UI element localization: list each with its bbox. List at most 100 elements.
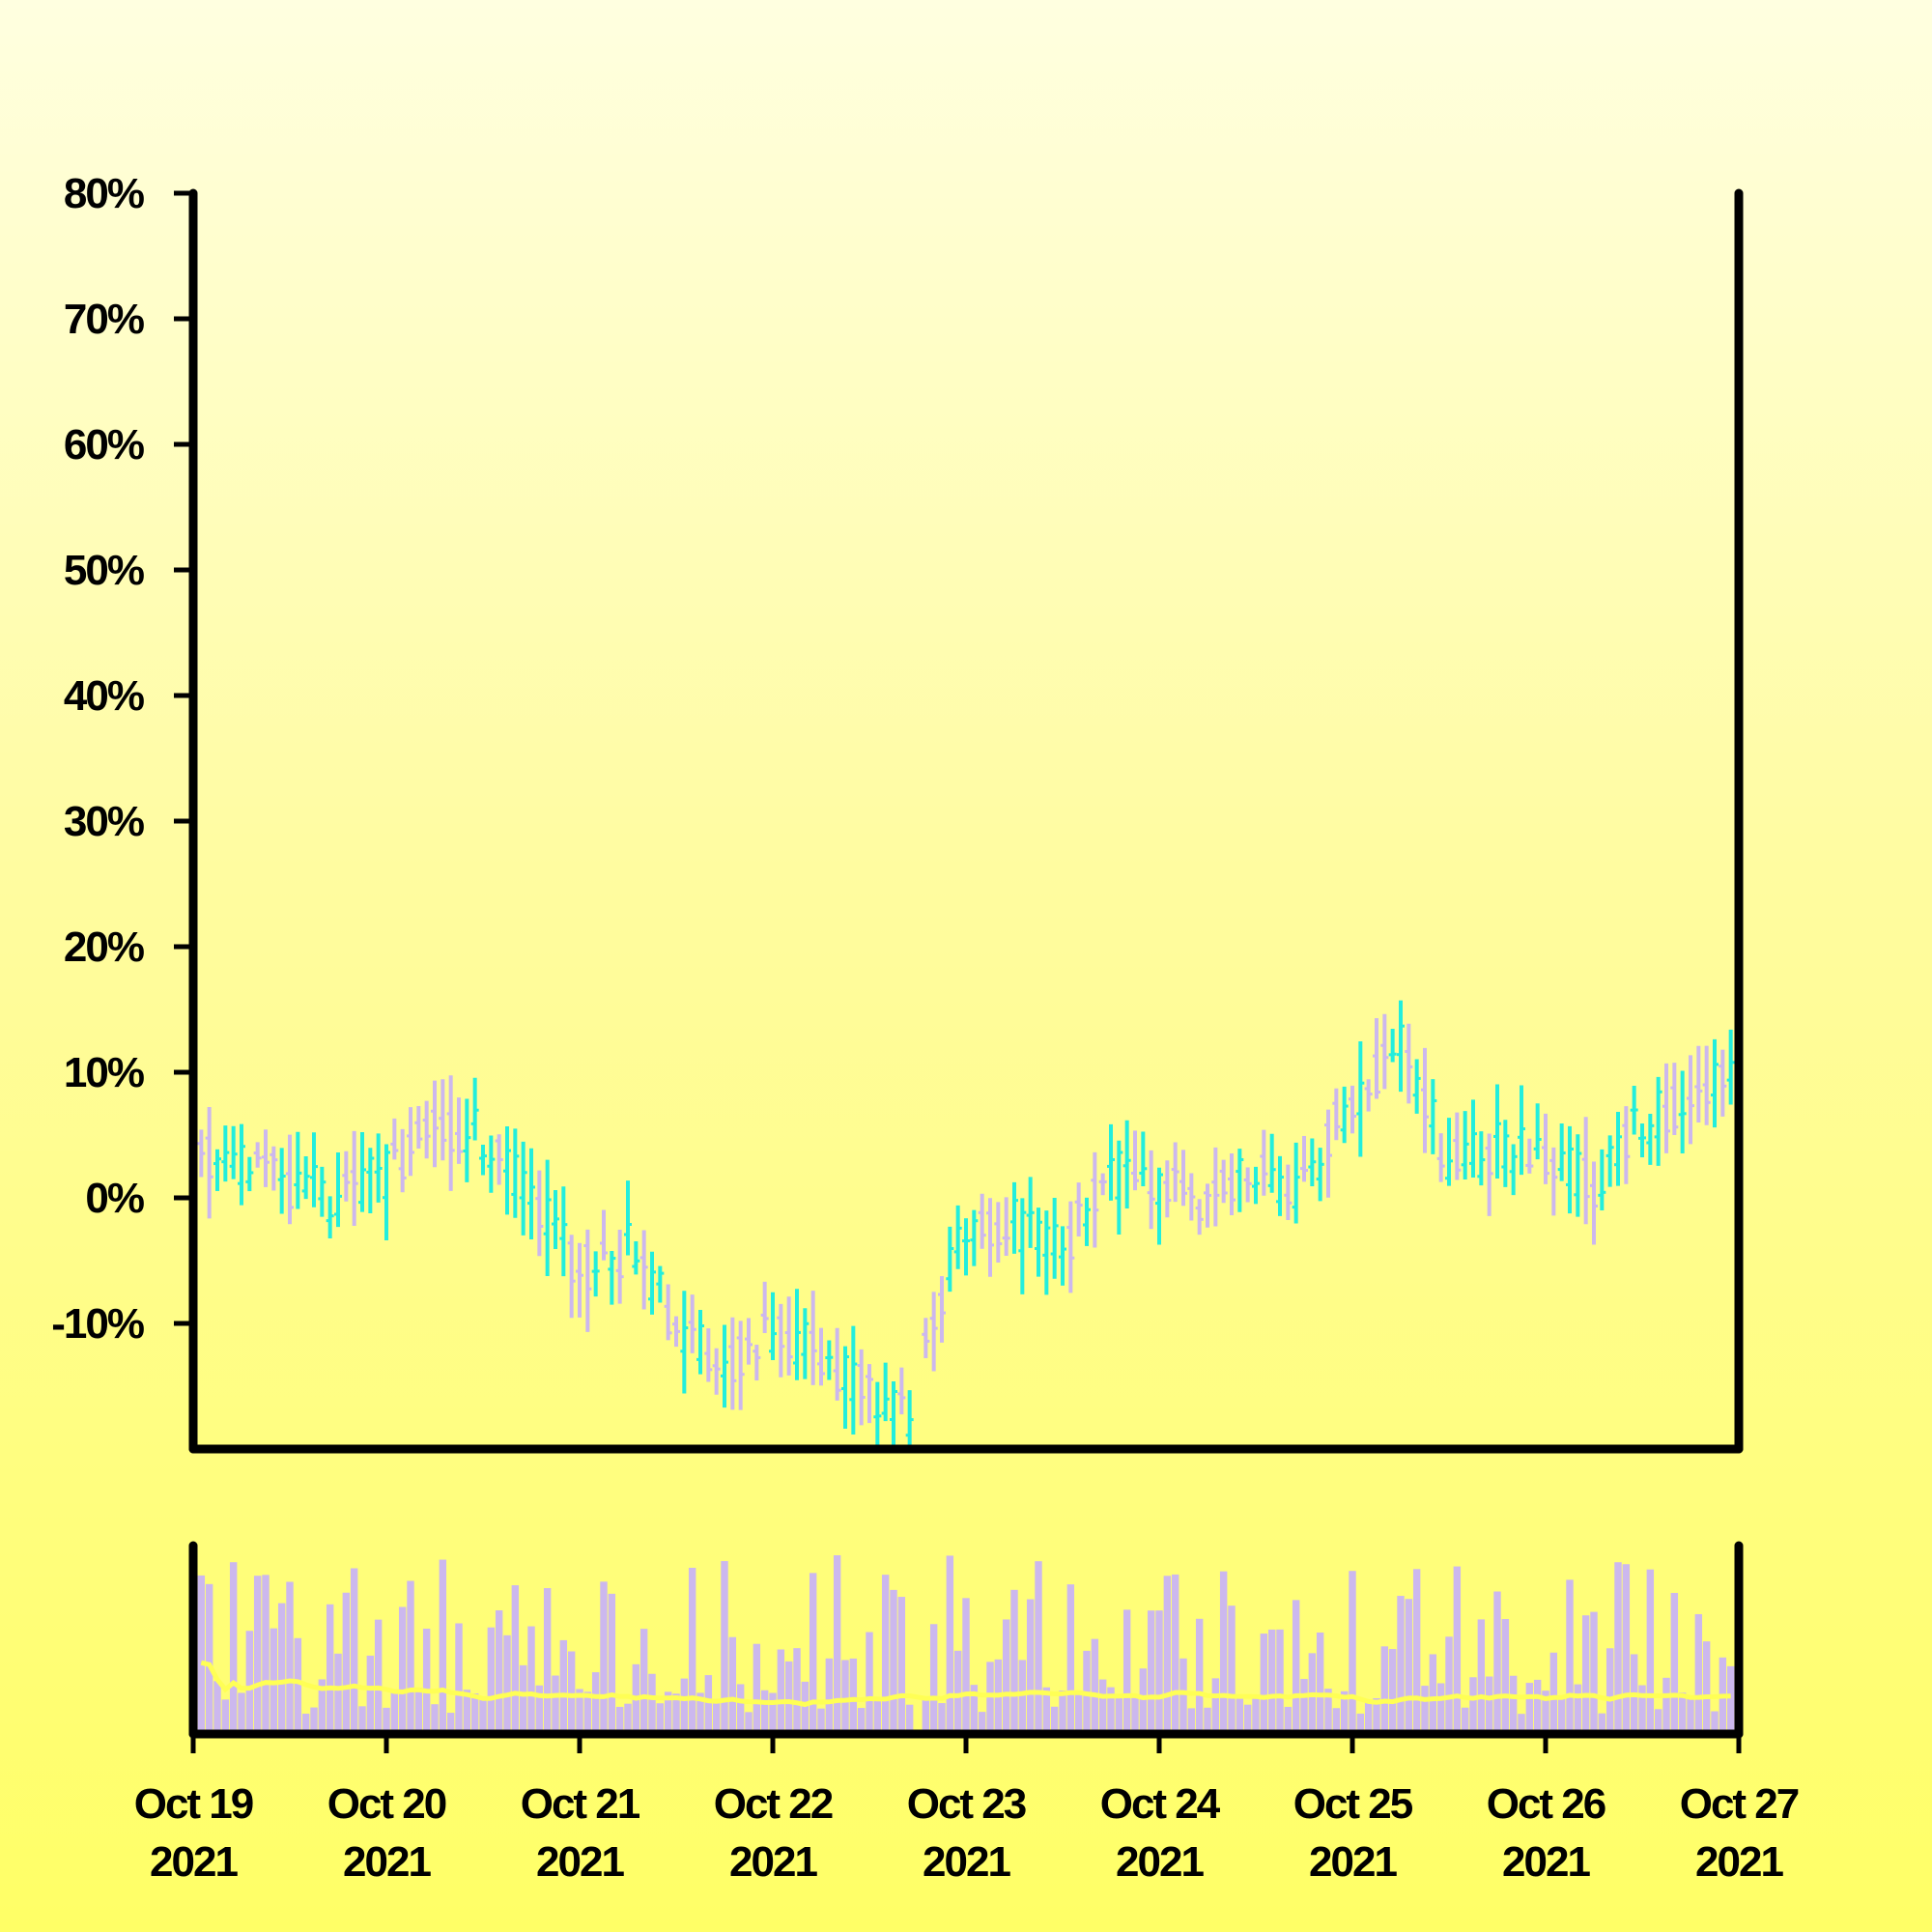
volume-bar (1590, 1611, 1598, 1734)
volume-bar (1115, 1694, 1123, 1734)
volume-bar (1477, 1619, 1486, 1734)
volume-bar (245, 1631, 254, 1734)
ohlc-bar (994, 1202, 1003, 1264)
ohlc-bar (922, 1318, 930, 1358)
volume-bar (583, 1691, 592, 1734)
ohlc-bar (527, 1148, 535, 1240)
ohlc-bar (962, 1218, 970, 1276)
volume-bar (350, 1568, 358, 1734)
volume-bar (1726, 1665, 1735, 1734)
ohlc-bar (1622, 1106, 1631, 1184)
volume-bar (753, 1643, 761, 1734)
ohlc-bar (463, 1098, 471, 1182)
ohlc-bar (817, 1327, 825, 1386)
ohlc-bar (1445, 1118, 1453, 1186)
ohlc-bar (1373, 1018, 1380, 1099)
ohlc-bar (1670, 1063, 1679, 1135)
volume-bar (809, 1573, 817, 1734)
ohlc-bar (1630, 1085, 1638, 1135)
y-axis-ticks: -10% 0% 10% 20% 30% 40% 50% 60% 70% 80% (51, 170, 193, 1348)
volume-bar (1171, 1574, 1179, 1734)
volume-bar (342, 1592, 351, 1734)
ohlc-bar (1042, 1210, 1051, 1295)
volume-bar (1622, 1564, 1631, 1734)
ohlc-bar (1525, 1138, 1534, 1174)
ohlc-bar (1590, 1161, 1598, 1245)
ohlc-bar (1702, 1045, 1711, 1125)
volume-bar (688, 1567, 696, 1734)
ohlc-bar (801, 1308, 810, 1379)
volume-bar (511, 1585, 520, 1734)
volume-bar (446, 1713, 455, 1734)
ohlc-bar (1010, 1181, 1018, 1254)
ohlc-bar (946, 1226, 954, 1293)
ohlc-bar (1292, 1142, 1300, 1224)
volume-bar (1445, 1636, 1453, 1734)
ohlc-bar (1614, 1112, 1622, 1186)
volume-bar (1349, 1571, 1356, 1734)
ohlc-bar (664, 1284, 672, 1341)
ohlc-bar (487, 1135, 496, 1193)
volume-bar (390, 1689, 399, 1734)
volume-bar (1509, 1675, 1518, 1734)
ohlc-bar (760, 1281, 769, 1333)
ohlc-bar (1171, 1142, 1179, 1203)
volume-bar (615, 1706, 624, 1734)
ohlc-bar (784, 1296, 793, 1376)
ohlc-bar (543, 1159, 552, 1277)
volume-bar (769, 1692, 777, 1734)
volume-bar (1332, 1708, 1341, 1734)
volume-bar (262, 1575, 270, 1734)
ohlc-bar (390, 1118, 399, 1160)
ohlc-bar (1122, 1120, 1131, 1209)
volume-bar (1542, 1690, 1549, 1734)
volume-bar (1228, 1605, 1236, 1734)
volume-bar (576, 1689, 583, 1734)
ohlc-bar (559, 1186, 568, 1277)
volume-bar (205, 1583, 213, 1734)
ohlc-bar (552, 1189, 559, 1249)
ohlc-bar (270, 1146, 278, 1191)
volume-bar (1429, 1654, 1437, 1734)
ohlc-bar (1228, 1153, 1236, 1216)
volume-bar (664, 1691, 672, 1734)
volume-bar (1364, 1702, 1373, 1734)
ohlc-bar (407, 1107, 414, 1177)
x-tick-label-date: Oct 25 (1293, 1780, 1413, 1828)
volume-bar (253, 1576, 262, 1734)
ohlc-bar (439, 1079, 447, 1161)
volume-bar (559, 1639, 568, 1734)
ohlc-bar (1711, 1038, 1719, 1128)
ohlc-bar (728, 1317, 737, 1410)
ohlc-bar (632, 1240, 640, 1275)
ohlc-bar (1518, 1085, 1525, 1176)
ohlc-bar (1429, 1079, 1437, 1154)
volume-bar (286, 1581, 294, 1734)
ohlc-bar (1598, 1149, 1606, 1211)
ohlc-bar (1107, 1123, 1115, 1201)
ohlc-bar (833, 1327, 841, 1401)
x-tick-label-year: 2021 (536, 1838, 624, 1886)
ohlc-bar (1163, 1160, 1172, 1218)
ohlc-bar (301, 1156, 310, 1200)
ohlc-bar (1509, 1144, 1518, 1196)
volume-bar (197, 1575, 206, 1734)
ohlc-bar (849, 1325, 858, 1435)
ohlc-bar (1139, 1131, 1148, 1187)
volume-bar (656, 1703, 665, 1734)
ohlc-bar (1204, 1183, 1211, 1228)
ohlc-bar (326, 1196, 334, 1238)
volume-bar (1638, 1685, 1646, 1734)
volume-bar (1670, 1592, 1679, 1734)
ohlc-bar (1219, 1159, 1228, 1204)
volume-bar (334, 1653, 342, 1734)
volume-bar (1694, 1613, 1703, 1734)
volume-bar (953, 1650, 962, 1734)
volume-bar (358, 1706, 366, 1734)
ohlc-bar (1574, 1134, 1582, 1217)
x-tick-label-year: 2021 (729, 1838, 817, 1886)
ohlc-bar (1412, 1059, 1421, 1114)
y-tick-label: 50% (64, 547, 144, 594)
volume-bar (1098, 1679, 1107, 1734)
